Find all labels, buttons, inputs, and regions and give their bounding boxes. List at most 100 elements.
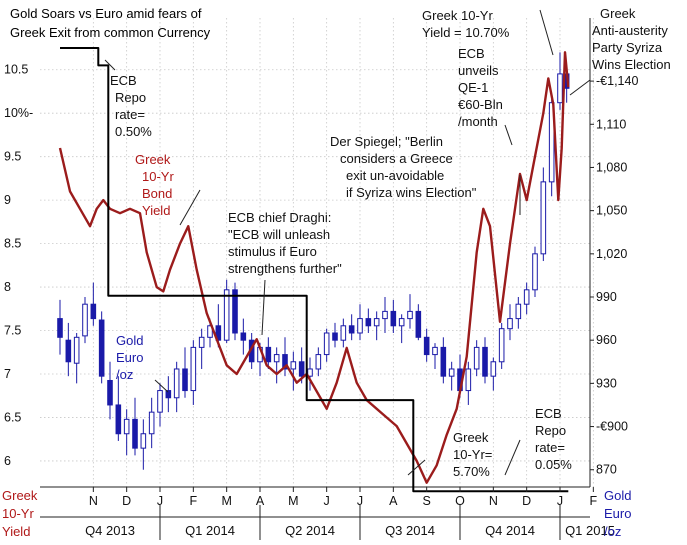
gold-candle-body [540,181,547,255]
left-tick-label: 9 [4,193,11,207]
annotation-connector [569,79,591,96]
gold-candle-body [315,354,322,370]
gold-candle-body [398,318,405,327]
annotation-spiegel: Der Spiegel; "Berlin considers a Greece … [330,134,477,200]
right-tick-label: 1,050 [596,204,627,218]
gold-candle-body [198,336,205,348]
gold-candle-body [132,418,138,449]
right-axis-label-line-3: /oz [604,524,621,539]
gold-candle-body [340,325,347,341]
gold-candle-body [173,368,180,399]
quarter-label: Q4 2013 [85,523,135,538]
gold-candle-body [290,361,297,370]
gold-candle-body [490,361,497,377]
greek-yield-line [58,51,570,484]
gold-candle-body [240,332,247,341]
gold-candle-body [515,303,522,320]
gold-candle-body [82,303,88,337]
right-axis-label-line-2: Euro [604,506,631,521]
annotation-syriza: Greek Anti-austerity Party Syriza Wins E… [592,6,672,72]
right-tick-label: 990 [596,290,617,304]
gold-candle-body [107,379,113,406]
left-tick-label: 10%- [4,106,33,120]
gold-candle-body [307,368,313,377]
right-tick-label: 870 [596,463,617,477]
right-axis-label-line-1: Gold [604,488,631,503]
gold-candle-body [282,354,288,370]
chart-title: Gold Soars vs Euro amid fears of Greek E… [10,6,211,40]
month-tick-label: M [288,494,298,508]
gold-candle-body [357,318,363,334]
quarter-label: Q1 2014 [185,523,235,538]
annotation-connector [154,379,169,393]
plot-frame [40,18,591,518]
title-line-2: Greek Exit from common Currency [10,25,211,40]
gold-candle-body [207,325,213,338]
gold-candle-body [390,310,397,327]
annotation-gold-euro-oz: Gold Euro /oz [116,333,147,382]
left-tick-label: 6 [4,454,11,468]
annotation-greek-bond-yield: Greek 10-Yr Bond Yield [135,152,177,218]
right-tick-label: 1,020 [596,247,627,261]
left-axis-label-line-2: 10-Yr [2,506,34,521]
annotation-ecb-repo-005: ECB Repo rate= 0.05% [535,406,572,472]
left-axis-ticks: 6 6.5 7 7.5 8 8.5 9 9.5 10%- 10.5 [4,63,33,468]
month-tick-label: F [590,494,598,508]
annotation-ecb-qe: ECB unveils QE-1 €60-Bln /month [458,46,506,129]
month-tick-label: J [324,494,330,508]
gold-candle-body [65,339,72,363]
gold-candle-body [98,319,105,377]
left-tick-label: 7 [4,367,11,381]
gold-candle-body [90,303,97,320]
gold-candle-body [532,253,538,291]
month-tick-label: D [122,494,131,508]
quarter-label: Q1 2015 [565,523,615,538]
annotation-connector [261,279,266,336]
gold-candle-body [73,336,80,364]
right-tick-label: 960 [596,333,617,347]
gold-candle-body [382,310,388,320]
gold-candle-body [157,390,163,413]
gold-candle-body [440,346,447,377]
gold-candle-body [323,332,330,356]
gold-candle-body [548,102,555,183]
annotation-connector [539,9,554,56]
gold-candle-body [190,346,197,392]
annotation-connector [504,439,521,476]
series-lines [58,47,570,493]
right-tick-label: 1,110 [596,117,626,131]
left-axis-label-line-1: Greek [2,488,38,503]
gold-candle-body [165,390,172,399]
gold-candle-body [432,346,438,356]
gold-candle-body [482,346,488,377]
gold-candle-body [498,328,505,363]
annotation-connectors [104,9,591,476]
month-tick-label: A [256,494,265,508]
right-tick-label: -€1,140 [596,74,638,88]
month-tick-label: D [522,494,531,508]
gold-candle-body [265,346,272,363]
annotation-connector [104,59,116,71]
quarter-label: Q3 2014 [385,523,435,538]
gold-candle-body [557,73,563,104]
gold-candle-body [298,361,305,377]
month-tick-label: N [489,494,498,508]
gold-candle-body [182,368,188,392]
annotation-greek-1070: Greek 10-Yr Yield = 10.70% [422,8,510,40]
left-axis-label: Greek 10-Yr Yield [2,488,41,539]
gold-candles [57,52,570,470]
gold-candle-body [365,318,372,327]
month-tick-label: F [190,494,198,508]
gold-candle-body [232,289,238,334]
month-tick-label: A [389,494,398,508]
x-axis-ticks: N D J F M A M J J A S O N D J F Q4 2013 Q1 2014 Q2 2014 Q3 … [85,487,615,540]
left-tick-label: 10.5 [4,63,28,77]
month-tick-label: J [157,494,163,508]
annotation-connector [407,459,426,476]
month-tick-label: J [357,494,363,508]
gold-candle-body [448,368,455,377]
gold-candle-body [415,310,422,338]
month-tick-label: O [455,494,465,508]
gold-candle-body [523,289,530,305]
